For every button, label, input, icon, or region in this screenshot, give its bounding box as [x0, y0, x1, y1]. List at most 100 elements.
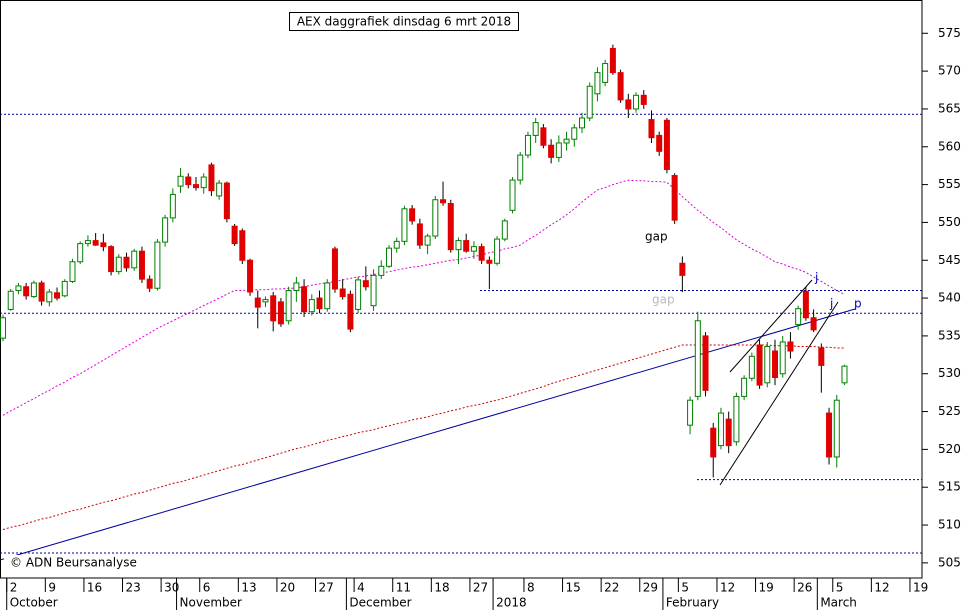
candle-body — [609, 47, 616, 74]
candle-body — [108, 246, 115, 273]
moving-average — [2, 344, 845, 531]
y-tick-label: 540 — [938, 291, 961, 305]
title-box — [289, 12, 519, 31]
candle-body — [648, 119, 655, 139]
candle-body — [223, 182, 230, 220]
candle-body — [741, 377, 748, 397]
candle-body — [432, 199, 439, 237]
credit-bg — [4, 555, 144, 571]
candle-body — [509, 179, 516, 211]
y-tick-label: 565 — [938, 101, 961, 115]
candle-body — [416, 223, 423, 246]
candle-body — [308, 299, 315, 313]
candle-body — [725, 418, 732, 447]
candle-body — [185, 176, 192, 186]
trend-line — [729, 279, 813, 373]
candle-body — [733, 395, 740, 443]
candle-body — [424, 235, 431, 246]
candle-body — [633, 94, 640, 110]
candle-body — [77, 243, 84, 263]
candle-body — [393, 240, 400, 249]
candle-body — [756, 344, 763, 386]
candle-body — [470, 246, 477, 252]
candle-body — [617, 72, 624, 101]
trend-line — [719, 301, 839, 486]
candle-body — [810, 317, 817, 331]
candle-body — [640, 94, 647, 105]
candle-body — [162, 217, 169, 243]
candle-body — [30, 282, 37, 298]
candle-body — [339, 288, 346, 298]
y-tick-label: 570 — [938, 64, 961, 78]
y-tick-label: 550 — [938, 215, 961, 229]
candle-body — [270, 295, 277, 322]
annotation: p — [854, 297, 862, 311]
annotation: gap — [645, 230, 668, 244]
candle-body — [84, 240, 91, 245]
candle-body — [316, 297, 323, 310]
candle-body — [579, 117, 585, 129]
candle-body — [532, 122, 539, 136]
candle-body — [100, 242, 107, 248]
candle-body — [455, 240, 462, 251]
y-tick-label: 555 — [938, 177, 961, 191]
candle-body — [355, 279, 362, 310]
candle-body — [710, 427, 717, 458]
month-label: March — [820, 596, 857, 610]
x-tick-label: 26 — [797, 581, 812, 595]
candle-body — [826, 412, 833, 458]
month-label: December — [349, 596, 411, 610]
candle-body — [92, 240, 99, 246]
candle-body — [347, 293, 354, 330]
candle-body — [687, 399, 694, 426]
x-tick-label: 27 — [473, 581, 488, 595]
candle-body — [370, 274, 377, 307]
candle-body — [764, 345, 771, 384]
candle-body — [447, 203, 454, 251]
candle-body — [663, 119, 670, 170]
candle-body — [818, 347, 825, 366]
candle-body — [409, 208, 416, 222]
candle-body — [208, 164, 215, 192]
candle-body — [69, 261, 76, 282]
candle-body — [54, 292, 61, 299]
x-tick-label: 2 — [10, 581, 18, 595]
candle-body — [293, 282, 300, 292]
candle-body — [501, 220, 508, 240]
x-tick-label: 8 — [527, 581, 535, 595]
candle-body — [717, 412, 724, 447]
x-tick-label: 5 — [681, 581, 689, 595]
candle-body — [200, 176, 207, 189]
candle-body — [138, 250, 145, 280]
candle-body — [38, 282, 45, 302]
y-tick-label: 575 — [938, 26, 961, 40]
candle-body — [362, 280, 369, 288]
x-tick-label: 30 — [164, 581, 179, 595]
candle-body — [494, 238, 501, 264]
x-tick-label: 19 — [759, 581, 774, 595]
y-tick-label: 505 — [938, 555, 961, 569]
candle-body — [216, 182, 223, 197]
x-tick-label: 18 — [434, 581, 449, 595]
chart-title: AEX daggrafiek dinsdag 6 mrt 2018 — [297, 15, 511, 29]
x-tick-label: 11 — [396, 581, 411, 595]
candle-body — [169, 193, 176, 219]
x-tick-label: 9 — [48, 581, 56, 595]
y-tick-label: 535 — [938, 328, 961, 342]
candle-body — [61, 280, 68, 297]
candle-body — [23, 286, 30, 297]
candle-body — [795, 308, 802, 326]
y-tick-label: 545 — [938, 253, 961, 267]
candle-body — [772, 350, 778, 379]
x-tick-label: 29 — [643, 581, 658, 595]
candle-body — [679, 262, 686, 276]
month-label: 2018 — [496, 596, 527, 610]
candle-body — [285, 290, 292, 322]
candle-body — [586, 85, 593, 119]
candle-body — [123, 256, 130, 269]
trend-line — [0, 308, 856, 561]
x-tick-label: 22 — [604, 581, 619, 595]
candle-body — [131, 250, 138, 269]
